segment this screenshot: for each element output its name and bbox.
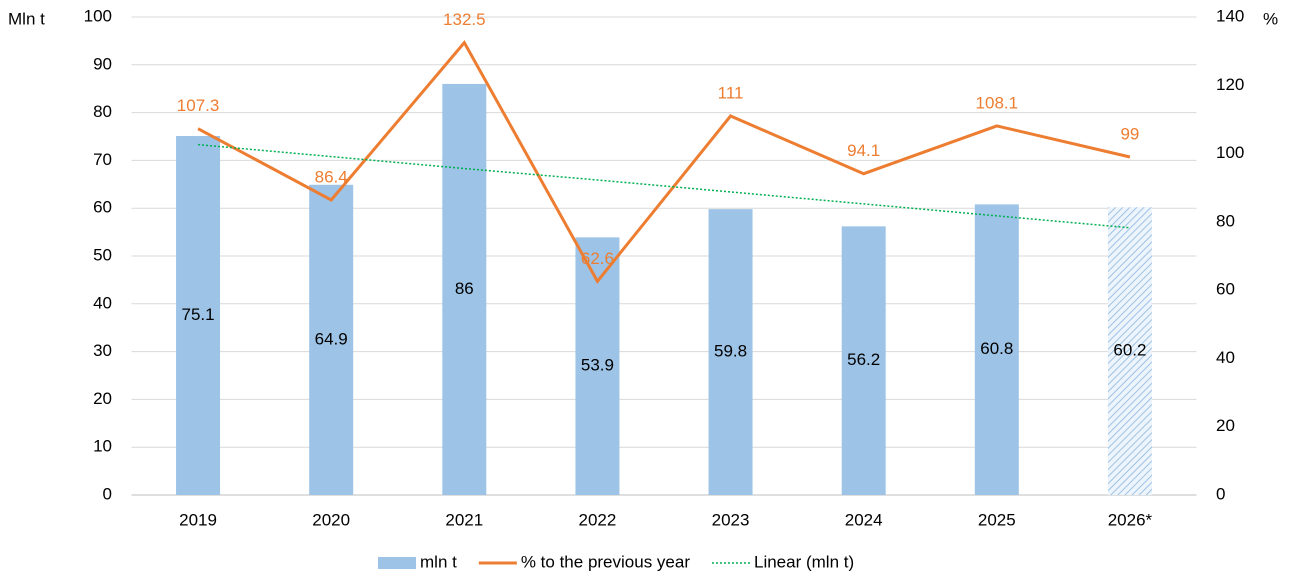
legend-swatch bbox=[378, 557, 416, 569]
bar bbox=[309, 184, 354, 495]
bar bbox=[974, 204, 1019, 495]
line-value-label: 86.4 bbox=[315, 167, 348, 186]
bar bbox=[708, 209, 753, 495]
x-tick-label: 2019 bbox=[179, 510, 217, 529]
bar-value-label: 75.1 bbox=[182, 305, 215, 324]
bar-value-label: 64.9 bbox=[315, 329, 348, 348]
y-tick-label: 90 bbox=[93, 54, 112, 73]
y-tick-label: 70 bbox=[93, 150, 112, 169]
line-value-label: 99 bbox=[1120, 124, 1139, 143]
bar-value-label: 53.9 bbox=[581, 356, 614, 375]
bar bbox=[1107, 207, 1152, 495]
y2-tick-label: 0 bbox=[1216, 484, 1225, 503]
x-tick-label: 2020 bbox=[312, 510, 350, 529]
y2-tick-label: 20 bbox=[1216, 416, 1235, 435]
y-axis-label: Mln t bbox=[8, 9, 45, 28]
y2-tick-label: 100 bbox=[1216, 143, 1244, 162]
legend-label: Linear (mln t) bbox=[754, 552, 854, 571]
x-tick-label: 2021 bbox=[445, 510, 483, 529]
x-tick-label: 2024 bbox=[845, 510, 883, 529]
y-tick-label: 100 bbox=[84, 6, 112, 25]
y-tick-label: 60 bbox=[93, 198, 112, 217]
line-value-label: 62.6 bbox=[581, 249, 614, 268]
y-tick-label: 50 bbox=[93, 245, 112, 264]
y-tick-label: 0 bbox=[103, 484, 112, 503]
bar-value-label: 60.8 bbox=[980, 339, 1013, 358]
bar-value-label: 59.8 bbox=[714, 342, 747, 361]
line-value-label: 107.3 bbox=[177, 96, 220, 115]
x-tick-label: 2025 bbox=[978, 510, 1016, 529]
y-tick-label: 40 bbox=[93, 293, 112, 312]
bar bbox=[841, 226, 886, 495]
y-tick-label: 20 bbox=[93, 389, 112, 408]
bar bbox=[176, 136, 221, 495]
legend-label: mln t bbox=[420, 552, 457, 571]
bar-value-label: 60.2 bbox=[1113, 341, 1146, 360]
x-tick-label: 2022 bbox=[579, 510, 617, 529]
legend-label: % to the previous year bbox=[521, 552, 690, 571]
x-tick-label: 2026* bbox=[1108, 510, 1153, 529]
bar bbox=[442, 83, 487, 496]
y-tick-label: 80 bbox=[93, 102, 112, 121]
bar-value-label: 56.2 bbox=[847, 350, 880, 369]
x-tick-label: 2023 bbox=[712, 510, 750, 529]
bar-value-label: 86 bbox=[455, 279, 474, 298]
y2-tick-label: 80 bbox=[1216, 211, 1235, 230]
y-tick-label: 10 bbox=[93, 437, 112, 456]
y2-axis-label: % bbox=[1263, 9, 1278, 28]
line-value-label: 111 bbox=[718, 83, 744, 102]
y-tick-label: 30 bbox=[93, 341, 112, 360]
y2-tick-label: 40 bbox=[1216, 348, 1235, 367]
y2-tick-label: 60 bbox=[1216, 280, 1235, 299]
line-value-label: 132.5 bbox=[443, 10, 486, 29]
y2-tick-label: 120 bbox=[1216, 75, 1244, 94]
line-value-label: 94.1 bbox=[847, 141, 880, 160]
line bbox=[197, 39, 1131, 284]
y2-tick-label: 140 bbox=[1216, 6, 1244, 25]
line-value-label: 108.1 bbox=[976, 93, 1019, 112]
